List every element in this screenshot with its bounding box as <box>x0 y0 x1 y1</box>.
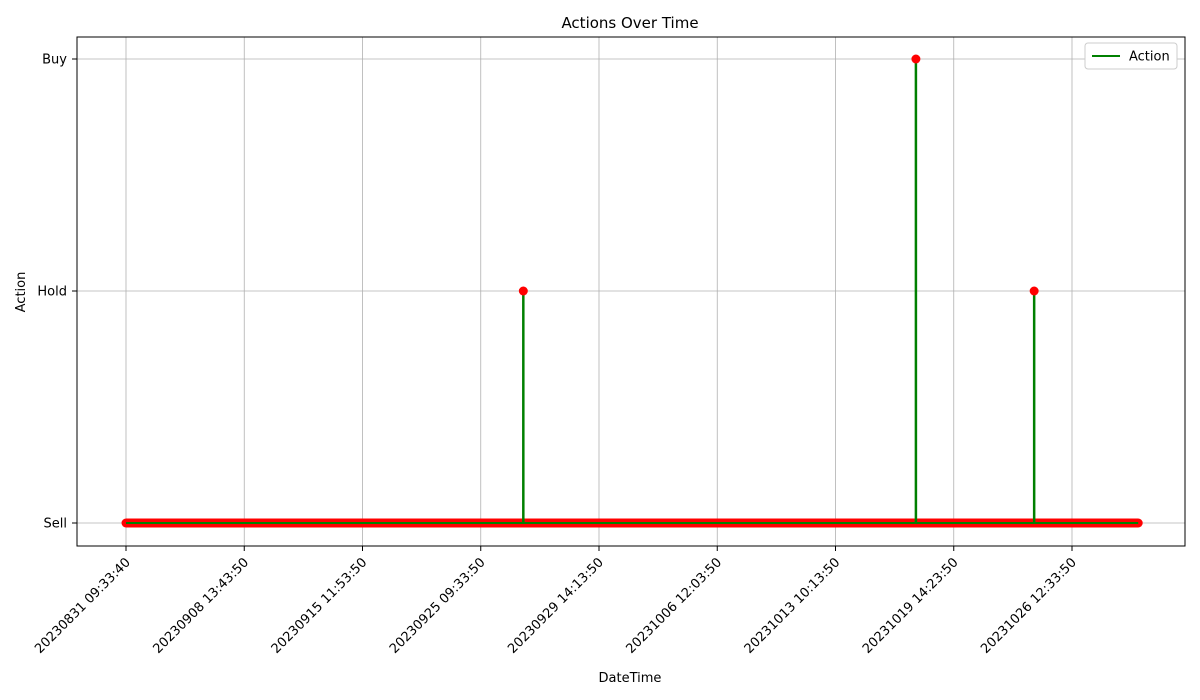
chart-title: Actions Over Time <box>561 14 698 32</box>
action-point <box>1029 286 1039 296</box>
x-tick-label: 20230929 14:13:50 <box>505 555 607 657</box>
action-point <box>518 286 528 296</box>
series-action <box>121 54 1143 528</box>
x-tick-label: 20230831 09:33:40 <box>32 555 134 657</box>
y-axis-label: Action <box>14 272 29 313</box>
grid <box>77 37 1185 546</box>
x-tick-label: 20231019 14:23:50 <box>860 555 962 657</box>
y-ticks: Sell Hold Buy <box>37 53 77 532</box>
legend: Action <box>1084 42 1178 70</box>
legend-box <box>1084 42 1178 70</box>
plot-frame <box>76 36 1186 547</box>
y-tick-label: Hold <box>37 285 67 300</box>
axes <box>76 36 1186 547</box>
y-tick-label: Buy <box>42 53 67 68</box>
x-axis-label: DateTime <box>599 671 662 686</box>
x-tick-label: 20230908 13:43:50 <box>150 555 252 657</box>
x-tick-label: 20231006 12:03:50 <box>623 555 725 657</box>
y-tick-label: Sell <box>44 517 67 532</box>
x-tick-label: 20231013 10:13:50 <box>742 555 844 657</box>
action-point <box>911 54 921 64</box>
x-tick-label: 20230915 11:53:50 <box>269 555 371 657</box>
legend-label: Action <box>1129 50 1170 65</box>
x-tick-label: 20230925 09:33:50 <box>387 555 489 657</box>
x-ticks: 20230831 09:33:40 20230908 13:43:50 202309… <box>32 546 1080 657</box>
x-tick-label: 20231026 12:33:50 <box>978 555 1080 657</box>
